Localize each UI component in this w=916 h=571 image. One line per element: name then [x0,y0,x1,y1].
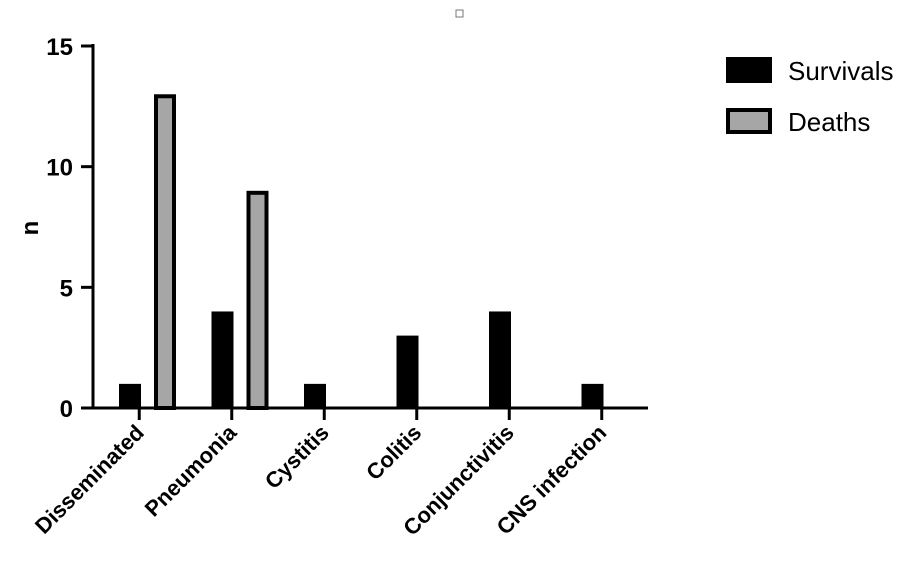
y-tick-label: 5 [60,275,73,302]
legend-label: Deaths [788,107,870,137]
bar-deaths [246,190,269,410]
x-tick-label: Cystitis [260,420,334,494]
bar-survivals [489,311,511,408]
x-tick-label: Colitis [361,420,426,485]
top-marker [455,9,464,18]
legend-swatch-survivals [726,57,772,83]
legend: Survivals Deaths [726,56,893,137]
x-tick-label: Pneumonia [140,419,242,521]
bar-survivals [396,335,419,408]
y-axis-label: n [17,221,44,236]
bar-survivals [581,383,604,408]
x-tick-label: Disseminated [30,420,149,539]
y-tick-label: 15 [46,34,73,61]
bar-survivals [304,383,326,408]
legend-swatch-deaths [726,108,772,134]
bar-survivals [211,311,234,408]
bar-survivals [119,383,141,408]
y-tick-label: 0 [60,396,73,423]
y-tick-label: 10 [46,155,73,182]
legend-label: Survivals [788,56,893,86]
bar-deaths [154,94,176,411]
